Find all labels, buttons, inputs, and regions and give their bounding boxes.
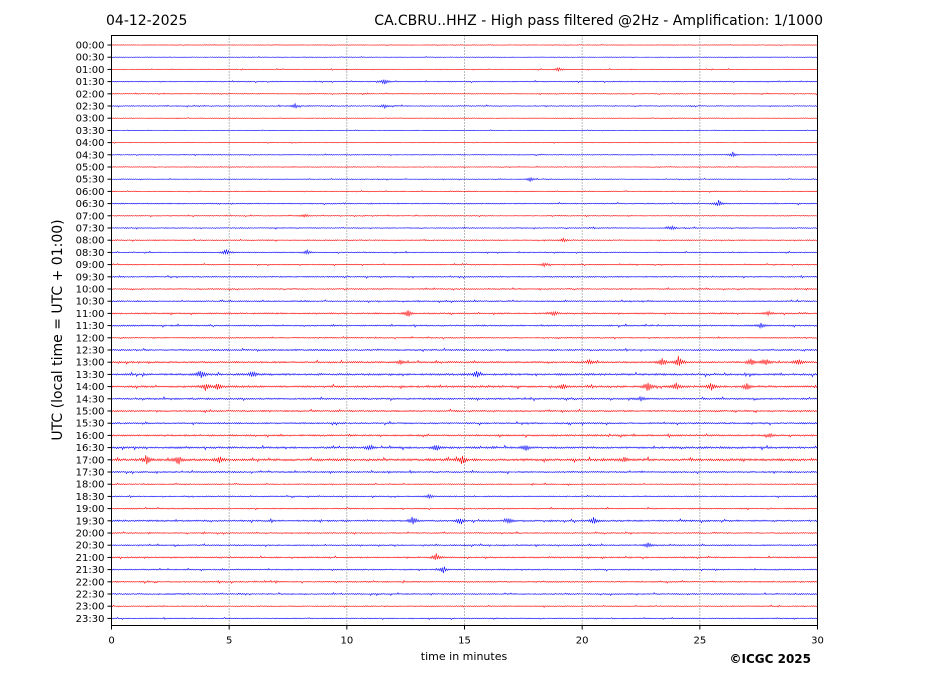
x-tick-label: 15 bbox=[458, 636, 471, 647]
y-tick-label: 13:00 bbox=[76, 358, 105, 369]
y-tick-label: 08:00 bbox=[76, 236, 105, 247]
trace-row-2000 bbox=[111, 531, 818, 535]
y-tick-label: 23:00 bbox=[76, 602, 105, 613]
y-tick-label: 17:30 bbox=[76, 468, 105, 479]
y-tick-label: 09:30 bbox=[76, 272, 105, 283]
y-tick-label: 10:00 bbox=[76, 285, 105, 296]
trace-row-0200 bbox=[111, 92, 818, 96]
y-tick-label: 20:30 bbox=[76, 541, 105, 552]
trace-row-0230 bbox=[111, 102, 818, 110]
date-label: 04-12-2025 bbox=[106, 13, 187, 29]
trace-row-2030 bbox=[111, 542, 818, 549]
x-tick-label: 0 bbox=[108, 636, 114, 647]
x-tick-label: 30 bbox=[811, 636, 824, 647]
copyright-label: ©ICGC 2025 bbox=[729, 652, 811, 666]
trace-row-1600 bbox=[111, 432, 818, 439]
y-tick-label: 06:30 bbox=[76, 199, 105, 210]
y-tick-label: 22:30 bbox=[76, 590, 105, 601]
x-axis-label: time in minutes bbox=[421, 650, 508, 663]
y-tick-label: 18:30 bbox=[76, 492, 105, 503]
trace-row-1230 bbox=[111, 347, 818, 353]
y-tick-label: 08:30 bbox=[76, 248, 105, 259]
trace-row-0430 bbox=[111, 151, 818, 158]
y-tick-label: 05:00 bbox=[76, 163, 105, 174]
y-tick-label: 00:00 bbox=[76, 41, 105, 52]
y-tick-label: 02:00 bbox=[76, 89, 105, 100]
trace-layer bbox=[111, 44, 818, 621]
y-tick-label: 01:30 bbox=[76, 77, 105, 88]
grid-layer bbox=[228, 35, 701, 626]
y-tick-label: 01:00 bbox=[76, 65, 105, 76]
plot-frame bbox=[111, 35, 818, 626]
trace-row-1100 bbox=[111, 310, 818, 317]
y-tick-label: 04:30 bbox=[76, 150, 105, 161]
y-tick-label: 18:00 bbox=[76, 480, 105, 491]
y-tick-label: 19:00 bbox=[76, 504, 105, 515]
trace-row-1200 bbox=[111, 336, 818, 340]
y-tick-label: 03:30 bbox=[76, 126, 105, 137]
y-tick-label: 00:30 bbox=[76, 53, 105, 64]
y-tick-label: 12:30 bbox=[76, 346, 105, 357]
y-tick-label: 14:30 bbox=[76, 394, 105, 405]
x-tick-label: 5 bbox=[226, 636, 232, 647]
trace-row-0500 bbox=[111, 165, 818, 169]
y-tick-label: 09:00 bbox=[76, 260, 105, 271]
trace-row-1900 bbox=[111, 506, 818, 511]
y-tick-label: 22:00 bbox=[76, 577, 105, 588]
y-tick-label: 12:00 bbox=[76, 333, 105, 344]
chart-title: CA.CBRU..HHZ - High pass filtered @2Hz -… bbox=[374, 13, 823, 29]
y-tick-label: 21:00 bbox=[76, 553, 105, 564]
trace-row-1000 bbox=[111, 287, 818, 291]
y-tick-label: 15:30 bbox=[76, 419, 105, 430]
y-tick-label: 06:00 bbox=[76, 187, 105, 198]
y-tick-label: 16:00 bbox=[76, 431, 105, 442]
x-tick-label: 25 bbox=[693, 636, 706, 647]
y-tick-label: 04:00 bbox=[76, 138, 105, 149]
y-tick-label: 14:00 bbox=[76, 382, 105, 393]
y-tick-label: 02:30 bbox=[76, 102, 105, 113]
y-tick-label: 19:30 bbox=[76, 516, 105, 527]
trace-row-0400 bbox=[111, 141, 818, 144]
y-tick-label: 05:30 bbox=[76, 175, 105, 186]
y-tick-label: 10:30 bbox=[76, 297, 105, 308]
x-tick-label: 20 bbox=[576, 636, 589, 647]
x-axis: 0 5 10 15 20 25 30 bbox=[108, 625, 824, 647]
y-tick-label: 20:00 bbox=[76, 529, 105, 540]
trace-row-1700 bbox=[111, 455, 818, 465]
trace-row-0530 bbox=[111, 176, 818, 183]
trace-row-1800 bbox=[111, 482, 818, 486]
trace-row-1130 bbox=[111, 322, 818, 329]
y-tick-label: 11:00 bbox=[76, 309, 105, 320]
y-tick-label: 13:30 bbox=[76, 370, 105, 381]
trace-row-0300 bbox=[111, 117, 818, 120]
x-tick-label: 10 bbox=[340, 636, 353, 647]
y-tick-label: 11:30 bbox=[76, 321, 105, 332]
y-tick-label: 03:00 bbox=[76, 114, 105, 125]
y-tick-label: 23:30 bbox=[76, 614, 105, 625]
y-axis-label: UTC (local time = UTC + 01:00) bbox=[50, 219, 66, 440]
trace-row-1300 bbox=[111, 355, 818, 366]
trace-row-1030 bbox=[111, 299, 818, 304]
y-tick-label: 17:00 bbox=[76, 455, 105, 466]
y-tick-label: 07:30 bbox=[76, 224, 105, 235]
trace-row-1930 bbox=[111, 516, 818, 525]
trace-row-2100 bbox=[111, 553, 818, 560]
trace-row-1830 bbox=[111, 493, 818, 500]
trace-row-0330 bbox=[111, 129, 818, 132]
y-tick-label: 15:00 bbox=[76, 407, 105, 418]
trace-row-0600 bbox=[111, 190, 818, 193]
y-tick-label: 07:00 bbox=[76, 211, 105, 222]
y-tick-label: 16:30 bbox=[76, 443, 105, 454]
y-tick-label: 21:30 bbox=[76, 565, 105, 576]
